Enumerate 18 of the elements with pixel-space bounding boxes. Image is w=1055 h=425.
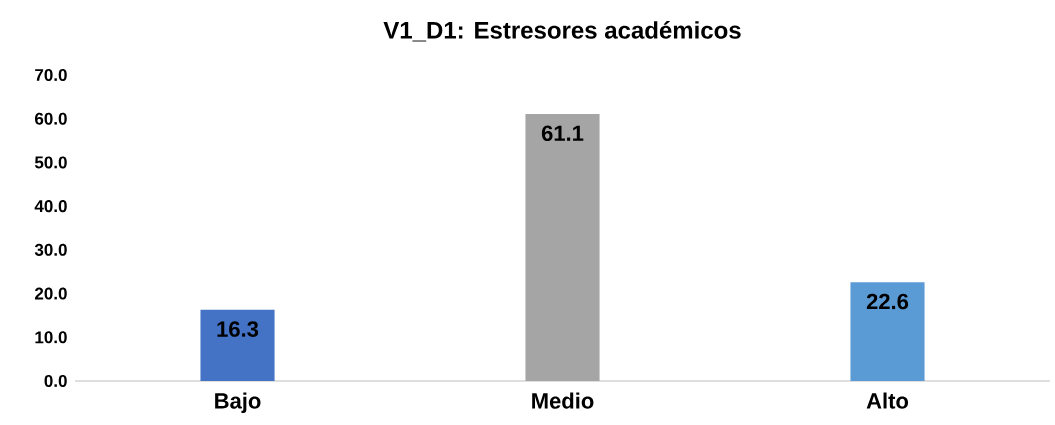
y-tick-label: 30.0 — [34, 243, 67, 256]
chart-title: V1_D1: Estresores académicos — [383, 20, 741, 42]
y-tick-label: 60.0 — [35, 112, 67, 125]
x-tick-label: Bajo — [215, 392, 261, 414]
y-tick-label: 0.0 — [44, 374, 67, 388]
bar — [200, 309, 275, 381]
x-tick-label: Medio — [532, 392, 594, 409]
y-tick-label: 20.0 — [34, 287, 67, 300]
y-tick-label: 50.0 — [34, 156, 67, 169]
y-tick-label: 70.0 — [35, 68, 67, 82]
bar — [525, 113, 600, 381]
bar — [850, 282, 925, 381]
data-label: 22.6 — [866, 293, 909, 310]
x-tick-label: Alto — [866, 392, 909, 409]
data-label: 61.1 — [541, 125, 584, 142]
data-label: 16.3 — [217, 321, 259, 337]
y-tick-label: 40.0 — [34, 200, 67, 213]
y-tick-label: 10.0 — [35, 331, 67, 344]
